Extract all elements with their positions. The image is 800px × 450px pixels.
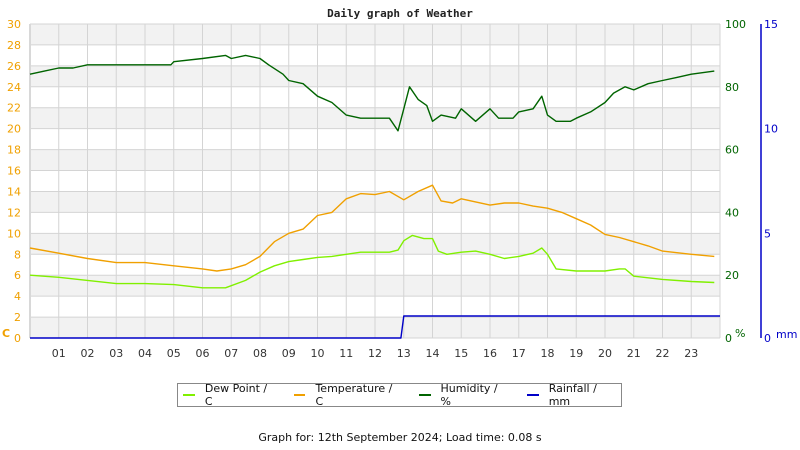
svg-text:0: 0 <box>14 332 21 345</box>
svg-text:17: 17 <box>512 347 526 360</box>
svg-text:07: 07 <box>224 347 238 360</box>
svg-text:C: C <box>2 327 10 340</box>
rainfall-axis: 0 5 10 15 mm <box>760 18 797 345</box>
svg-text:15: 15 <box>764 18 778 31</box>
svg-text:12: 12 <box>7 206 21 219</box>
svg-text:18: 18 <box>7 144 21 157</box>
legend-item-rainfall: Rainfall / mm <box>526 382 621 408</box>
svg-text:12: 12 <box>368 347 382 360</box>
legend-swatch <box>293 394 306 396</box>
humidity-axis: 0 20 40 60 80 100% <box>725 18 746 345</box>
legend-swatch <box>526 394 539 396</box>
svg-text:20: 20 <box>7 123 21 136</box>
svg-text:05: 05 <box>167 347 181 360</box>
svg-text:01: 01 <box>52 347 66 360</box>
svg-text:09: 09 <box>282 347 296 360</box>
svg-text:04: 04 <box>138 347 152 360</box>
svg-text:8: 8 <box>14 248 21 261</box>
svg-text:08: 08 <box>253 347 267 360</box>
svg-text:22: 22 <box>656 347 670 360</box>
svg-text:80: 80 <box>725 81 739 94</box>
svg-text:0: 0 <box>725 332 732 345</box>
svg-text:60: 60 <box>725 144 739 157</box>
svg-text:20: 20 <box>725 269 739 282</box>
data-series <box>29 54 720 339</box>
legend-label: Rainfall / mm <box>548 382 597 408</box>
svg-text:19: 19 <box>569 347 583 360</box>
svg-text:28: 28 <box>7 39 21 52</box>
legend-item-temperature: Temperature / C <box>293 382 403 408</box>
svg-text:4: 4 <box>14 290 21 303</box>
legend-swatch <box>418 394 431 396</box>
svg-text:06: 06 <box>196 347 210 360</box>
svg-text:5: 5 <box>764 227 771 240</box>
graph-footer: Graph for: 12th September 2024; Load tim… <box>258 431 542 444</box>
legend-label: Temperature / C <box>315 382 393 408</box>
svg-text:14: 14 <box>7 185 21 198</box>
svg-text:03: 03 <box>109 347 123 360</box>
svg-text:16: 16 <box>483 347 497 360</box>
weather-chart: Daily graph of Weather 02468101214161820… <box>2 7 797 360</box>
svg-text:10: 10 <box>7 227 21 240</box>
svg-text:%: % <box>735 327 745 340</box>
svg-text:24: 24 <box>7 81 21 94</box>
chart-title: Daily graph of Weather <box>327 7 473 20</box>
svg-text:40: 40 <box>725 206 739 219</box>
legend-label: Humidity / % <box>440 382 498 408</box>
svg-text:20: 20 <box>598 347 612 360</box>
svg-text:100: 100 <box>725 18 746 31</box>
svg-text:0: 0 <box>764 332 771 345</box>
svg-text:13: 13 <box>397 347 411 360</box>
svg-text:02: 02 <box>81 347 95 360</box>
chart-legend: Dew Point / C Temperature / C Humidity /… <box>177 382 622 408</box>
svg-text:16: 16 <box>7 165 21 178</box>
svg-text:10: 10 <box>311 347 325 360</box>
svg-text:10: 10 <box>764 123 778 136</box>
svg-text:22: 22 <box>7 102 21 115</box>
legend-item-dew-point: Dew Point / C <box>183 382 278 408</box>
svg-text:23: 23 <box>684 347 698 360</box>
legend-item-humidity: Humidity / % <box>418 382 511 408</box>
svg-text:26: 26 <box>7 60 21 73</box>
hour-axis: 01 02 03 04 05 06 07 08 09 10 11 12 13 14 15 16 17 18 19 20… <box>52 347 699 360</box>
svg-text:18: 18 <box>541 347 555 360</box>
svg-text:mm: mm <box>776 328 797 341</box>
svg-text:15: 15 <box>454 347 468 360</box>
svg-text:21: 21 <box>627 347 641 360</box>
legend-label: Dew Point / C <box>204 382 268 408</box>
svg-text:6: 6 <box>14 269 21 282</box>
svg-text:2: 2 <box>14 311 21 324</box>
svg-text:30: 30 <box>7 18 21 31</box>
svg-text:14: 14 <box>426 347 440 360</box>
legend-swatch <box>183 394 195 396</box>
svg-text:11: 11 <box>339 347 353 360</box>
